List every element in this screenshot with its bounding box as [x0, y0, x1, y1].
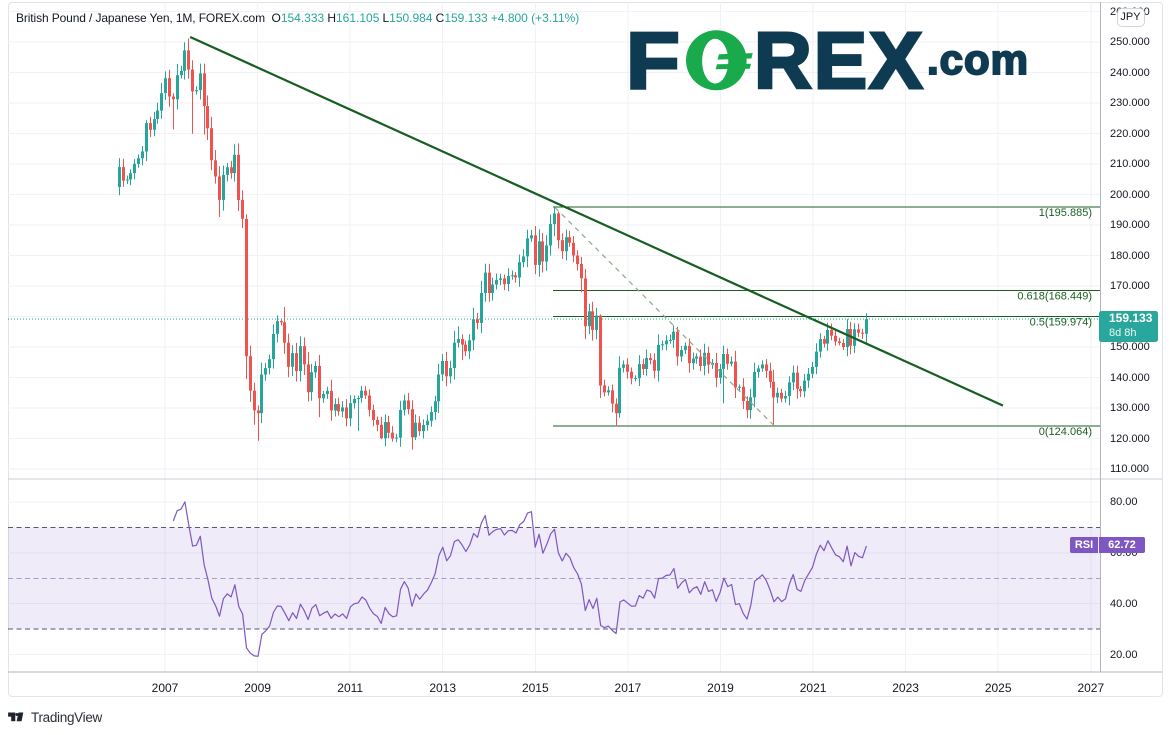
- svg-text:1(195.885): 1(195.885): [1039, 207, 1092, 219]
- svg-text:0.5(159.974): 0.5(159.974): [1030, 317, 1092, 329]
- svg-text:0(124.064): 0(124.064): [1039, 426, 1092, 438]
- svg-text:0.618(168.449): 0.618(168.449): [1017, 291, 1092, 303]
